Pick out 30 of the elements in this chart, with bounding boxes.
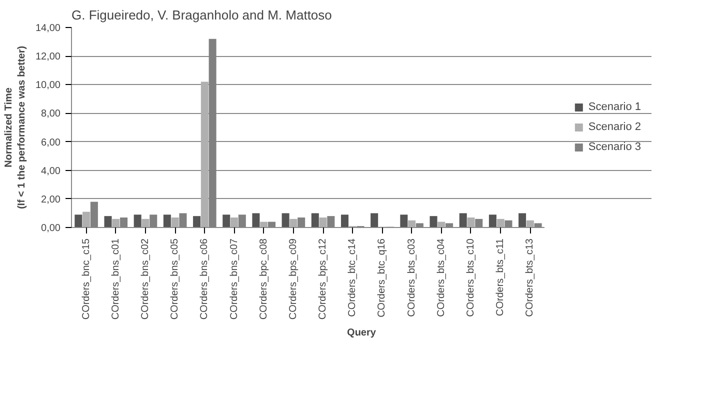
x-tick-label: COrders_bns_c01 bbox=[110, 238, 122, 320]
y-tick-label: 12,00 bbox=[35, 52, 61, 63]
x-tick-label: COrders_bts_c04 bbox=[436, 238, 447, 317]
legend-label: Scenario 3 bbox=[588, 141, 641, 153]
x-tick-label: COrders_bts_c03 bbox=[406, 238, 418, 317]
legend-label: Scenario 2 bbox=[588, 121, 641, 133]
y-tick-label: 4,00 bbox=[41, 166, 61, 177]
x-tick-label: COrders_bts_c10 bbox=[465, 238, 476, 317]
y-axis-title: Normalized Time (If < 1 the performance was better) bbox=[3, 46, 28, 210]
x-tick-label: COrders_bnc_c15 bbox=[80, 238, 92, 320]
x-axis-title: Query bbox=[347, 328, 376, 339]
y-tick-label: 8,00 bbox=[41, 108, 61, 120]
x-tick-label: COrders_bts_c11 bbox=[495, 238, 506, 316]
y-tick-label: 10,00 bbox=[35, 80, 61, 92]
y-tick-label: 14,00 bbox=[35, 23, 61, 34]
x-tick-label: COrders_bns_c06 bbox=[199, 238, 210, 320]
text: G. Figueiredo, V. Braganholo and M. Mattoso bbox=[72, 8, 332, 22]
x-tick-label: COrders_bps_c12 bbox=[318, 238, 329, 320]
x-tick-label: COrders_bps_c09 bbox=[288, 238, 299, 320]
x-tick-label: COrders_bpc_c08 bbox=[258, 238, 270, 320]
x-tick-label: COrders_bns_c07 bbox=[228, 238, 240, 320]
x-tick-label: COrders_btc_c14 bbox=[347, 238, 358, 317]
x-tick-label: COrders_btc_q16 bbox=[376, 238, 388, 318]
y-tick-label: 2,00 bbox=[41, 194, 61, 206]
x-tick-label: COrders_bns_c05 bbox=[170, 238, 181, 320]
y-tick-label: 6,00 bbox=[41, 137, 61, 148]
x-tick-label: COrders_bns_c02 bbox=[140, 238, 151, 320]
legend-label: Scenario 1 bbox=[588, 101, 641, 113]
y-tick-label: 0,00 bbox=[41, 223, 61, 234]
x-tick-label: COrders_bts_c13 bbox=[524, 238, 536, 317]
